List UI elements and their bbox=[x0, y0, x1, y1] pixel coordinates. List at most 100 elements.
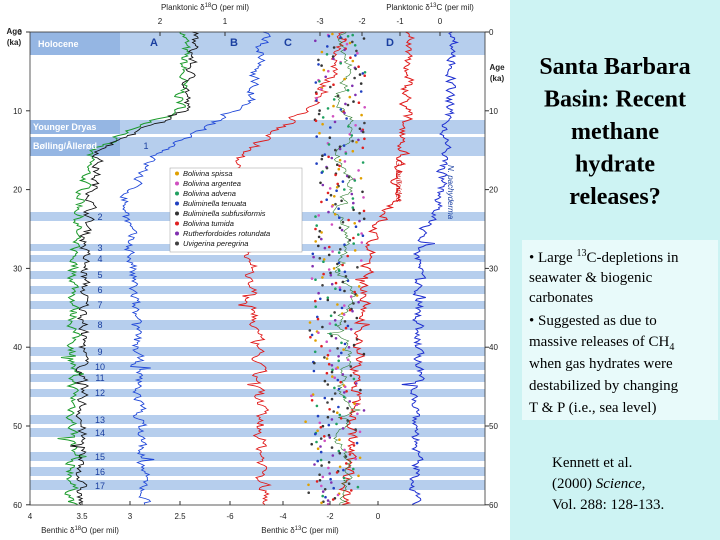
legend-entry: Bolivina spissa bbox=[183, 169, 233, 178]
top-tick-label: -2 bbox=[358, 17, 366, 26]
sample-point bbox=[331, 250, 334, 253]
sample-point bbox=[353, 222, 357, 225]
sample-point bbox=[354, 225, 358, 228]
legend-symbol bbox=[175, 201, 179, 206]
sample-point bbox=[317, 235, 321, 239]
sample-point bbox=[323, 439, 327, 443]
sample-point bbox=[337, 207, 340, 210]
bullet-box bbox=[522, 240, 718, 420]
band bbox=[30, 301, 485, 309]
sample-point bbox=[331, 55, 335, 58]
sample-point bbox=[351, 139, 354, 143]
sample-point bbox=[321, 183, 325, 187]
sample-point bbox=[330, 156, 334, 160]
sample-point bbox=[352, 302, 355, 305]
sample-point bbox=[346, 89, 350, 92]
sample-point bbox=[324, 75, 328, 79]
title: Santa Barbara Basin: Recent methane hydrate… bbox=[539, 54, 690, 210]
sample-point bbox=[362, 37, 366, 40]
sample-point bbox=[341, 427, 345, 430]
sample-point bbox=[311, 252, 315, 256]
sample-point bbox=[327, 433, 331, 437]
sample-point bbox=[322, 500, 325, 504]
sample-point bbox=[338, 286, 342, 289]
sample-point bbox=[329, 314, 333, 318]
sample-point bbox=[328, 408, 331, 411]
sample-point bbox=[337, 387, 341, 391]
sample-point bbox=[330, 223, 334, 226]
sample-point bbox=[350, 489, 353, 492]
sample-point bbox=[326, 298, 330, 302]
band bbox=[30, 452, 485, 461]
sample-point bbox=[320, 501, 323, 505]
event-number: 3 bbox=[97, 243, 102, 253]
sample-point bbox=[311, 264, 314, 268]
age-label: (ka) bbox=[490, 74, 505, 83]
sample-point bbox=[308, 321, 312, 324]
sample-point bbox=[348, 133, 352, 136]
sample-point bbox=[344, 326, 348, 330]
age-label: Age bbox=[6, 27, 22, 36]
sample-point bbox=[345, 462, 348, 465]
sample-point bbox=[328, 245, 331, 249]
bottom-tick-label: -4 bbox=[279, 512, 287, 521]
proxy-curve bbox=[231, 31, 347, 505]
sample-point bbox=[358, 73, 362, 76]
sample-point bbox=[314, 39, 317, 43]
sample-point bbox=[328, 472, 332, 475]
sample-point bbox=[325, 198, 329, 201]
sample-point bbox=[322, 258, 326, 261]
sample-point bbox=[344, 152, 348, 155]
sample-point bbox=[341, 220, 345, 224]
sample-point bbox=[335, 422, 338, 426]
sample-point bbox=[348, 41, 352, 45]
sample-point bbox=[310, 333, 314, 337]
sample-point bbox=[353, 290, 357, 294]
sample-point bbox=[316, 447, 320, 451]
sample-point bbox=[333, 311, 336, 314]
sample-point bbox=[326, 499, 330, 502]
sample-point bbox=[343, 188, 346, 191]
citation: Kennett et al. bbox=[552, 455, 632, 471]
sample-point bbox=[318, 479, 322, 482]
sample-point bbox=[315, 92, 318, 95]
sample-point bbox=[334, 287, 337, 291]
sample-point bbox=[358, 456, 362, 460]
sample-point bbox=[320, 171, 324, 174]
sample-point bbox=[351, 84, 354, 88]
sample-point bbox=[314, 432, 317, 436]
sample-point bbox=[352, 343, 356, 347]
sample-point bbox=[360, 232, 363, 235]
sample-point bbox=[332, 83, 335, 86]
sample-point bbox=[314, 119, 318, 123]
event-number: 8 bbox=[97, 320, 102, 330]
sample-point bbox=[348, 400, 352, 403]
sample-point bbox=[357, 65, 360, 68]
sample-point bbox=[327, 69, 330, 73]
sample-point bbox=[331, 454, 335, 457]
sample-point bbox=[339, 62, 343, 65]
bottom-tick-label: 3.5 bbox=[76, 512, 88, 521]
sample-point bbox=[363, 71, 367, 74]
sample-point bbox=[347, 482, 351, 486]
top-tick-label: 1 bbox=[223, 17, 228, 26]
period-band bbox=[30, 32, 120, 55]
sample-point bbox=[341, 263, 344, 267]
sample-point bbox=[332, 46, 336, 49]
bullet-line: • Suggested as due to bbox=[529, 313, 657, 329]
sample-point bbox=[321, 424, 325, 428]
sample-point bbox=[360, 113, 363, 117]
period-label: Bølling/Ållerød bbox=[33, 141, 97, 151]
title-line: releases? bbox=[569, 184, 661, 210]
proxy-curve bbox=[70, 31, 200, 505]
sample-point bbox=[330, 282, 334, 286]
sample-point bbox=[313, 350, 317, 354]
sample-point bbox=[337, 269, 341, 273]
sample-point bbox=[338, 413, 342, 417]
sample-point bbox=[321, 490, 325, 493]
title-line: hydrate bbox=[575, 152, 655, 178]
sample-point bbox=[326, 353, 330, 357]
band bbox=[30, 480, 485, 490]
sample-point bbox=[315, 135, 319, 138]
sample-point bbox=[320, 344, 323, 348]
